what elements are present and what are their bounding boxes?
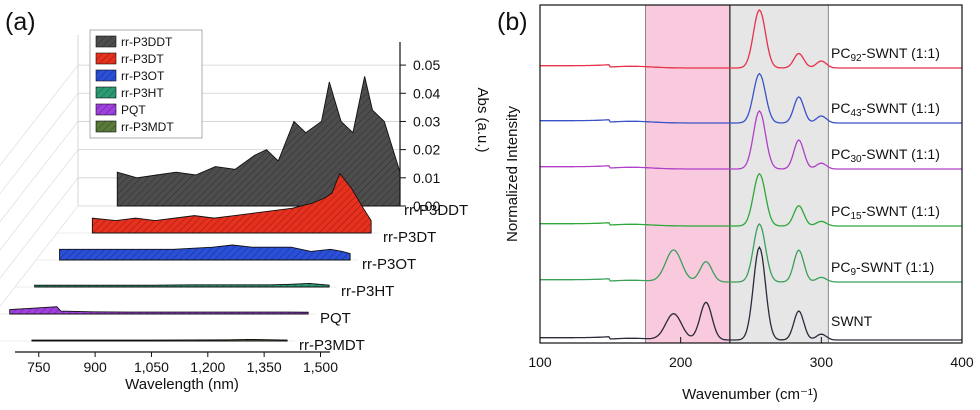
panel-label-a: (a)	[5, 8, 36, 36]
depth-label-pqt: PQT	[320, 310, 351, 327]
series-line-pc30-swnt-1-1	[540, 110, 962, 170]
legend-label-pqt: PQT	[121, 103, 146, 117]
series-line-pc43-swnt-1-1	[540, 72, 962, 124]
legend-swatch-hatch	[96, 36, 116, 47]
series-label-pc9-swnt-1-1: PC9-SWNT (1:1)	[831, 259, 934, 278]
x-axis-ticks-b: 100 200 300 400	[528, 337, 974, 370]
waterfall-chart: 0.00 0.01 0.02 0.03 0.04 0.05 Abs (a.u.) 750 9…	[0, 29, 491, 393]
grid-line	[0, 93, 79, 195]
grid-line	[0, 177, 79, 279]
grid-line	[0, 149, 79, 251]
series-line-pc15-swnt-1-1	[540, 172, 962, 227]
z-tick-label: 0.03	[413, 113, 440, 129]
depth-label-rr-p3dt: rr-P3DT	[383, 229, 436, 246]
x-tick-label-b: 400	[950, 354, 974, 370]
series-labels-b: PC92-SWNT (1:1) PC43-SWNT (1:1) PC30-SWNT …	[831, 45, 940, 329]
plot-frame	[539, 4, 963, 344]
legend-swatch-hatch	[96, 121, 116, 132]
x-axis-label: Wavelength (nm)	[125, 376, 239, 393]
z-tick-label: 0.01	[413, 170, 440, 186]
series-area-rr-p3dt-hatch	[92, 173, 372, 233]
series-line-pc92-swnt-1-1	[540, 9, 962, 69]
x-tick-label: 1,050	[134, 359, 169, 375]
z-axis-ticks: 0.00 0.01 0.02 0.03 0.04 0.05	[400, 57, 440, 214]
grid-line	[0, 205, 79, 307]
grid-line	[0, 121, 79, 223]
raman-chart: 100 200 300 400 Wavenumber (cm⁻¹) Normalize…	[504, 4, 974, 403]
series-area-rr-p3ht-hatch	[34, 283, 330, 287]
series-label-pc92-swnt-1-1: PC92-SWNT (1:1)	[831, 45, 940, 64]
depth-label-rr-p3mdt: rr-P3MDT	[299, 337, 365, 354]
depth-label-rr-p3ot: rr-P3OT	[362, 256, 416, 273]
x-axis-ticks: 750 900 1,050 1,200 1,350 1,500	[27, 352, 338, 375]
x-tick-label: 1,500	[303, 359, 338, 375]
series-area-pqt-hatch	[9, 306, 309, 314]
series-depth-labels: rr-P3DDT rr-P3DT rr-P3OT rr-P3HT PQT rr-P3MDT	[299, 202, 468, 354]
depth-label-rr-p3ddt: rr-P3DDT	[404, 202, 468, 219]
highlight-region-1	[645, 4, 731, 344]
x-axis-label-b: Wavenumber (cm⁻¹)	[682, 386, 818, 403]
z-tick-label: 0.00	[413, 198, 440, 214]
series-line-pc9-swnt-1-1	[540, 223, 962, 283]
series-label-pc30-swnt-1-1: PC30-SWNT (1:1)	[831, 146, 940, 165]
series-label-pc43-swnt-1-1: PC43-SWNT (1:1)	[831, 100, 940, 119]
series-label-pc15-swnt-1-1: PC15-SWNT (1:1)	[831, 203, 940, 222]
x-tick-label: 1,200	[190, 359, 225, 375]
y-axis-label-b: Normalized Intensity	[504, 106, 521, 242]
legend-swatch-hatch	[96, 70, 116, 81]
legend: rr-P3DDT rr-P3DT rr-P3OT rr-P3HT PQT rr-P3MDT	[89, 29, 203, 139]
legend-swatch-hatch	[96, 53, 116, 64]
z-tick-label: 0.05	[413, 57, 440, 73]
z-axis-label: Abs (a.u.)	[474, 87, 491, 152]
series-label-swnt: SWNT	[831, 313, 873, 329]
z-tick-label: 0.02	[413, 142, 440, 158]
legend-label-rr-p3ddt: rr-P3DDT	[121, 35, 173, 49]
x-tick-label-b: 100	[528, 354, 552, 370]
raman-series	[540, 9, 962, 341]
series-area-rr-p3ot-hatch	[59, 245, 351, 260]
legend-box	[89, 29, 203, 139]
x-tick-label: 900	[83, 359, 107, 375]
waterfall-series	[9, 76, 401, 342]
depth-label-rr-p3ht: rr-P3HT	[341, 283, 394, 300]
x-tick-label-b: 200	[669, 354, 693, 370]
legend-label-rr-p3ot: rr-P3OT	[121, 69, 165, 83]
legend-label-rr-p3dt: rr-P3DT	[121, 52, 164, 66]
series-area-rr-p3mdt-hatch	[31, 339, 288, 341]
x-tick-label: 750	[27, 359, 51, 375]
highlight-regions	[645, 4, 829, 344]
series-area-rr-p3ddt-hatch	[117, 76, 400, 206]
panel-label-b: (b)	[497, 8, 528, 36]
x-tick-label: 1,350	[247, 359, 282, 375]
series-line-swnt	[540, 245, 962, 341]
legend-swatch-hatch	[96, 104, 116, 115]
grid-line	[0, 64, 79, 166]
legend-swatch-hatch	[96, 87, 116, 98]
legend-label-rr-p3ht: rr-P3HT	[121, 86, 164, 100]
legend-label-rr-p3mdt: rr-P3MDT	[121, 120, 174, 134]
highlight-region-2	[729, 4, 829, 344]
z-tick-label: 0.04	[413, 85, 440, 101]
x-tick-label-b: 300	[810, 354, 834, 370]
